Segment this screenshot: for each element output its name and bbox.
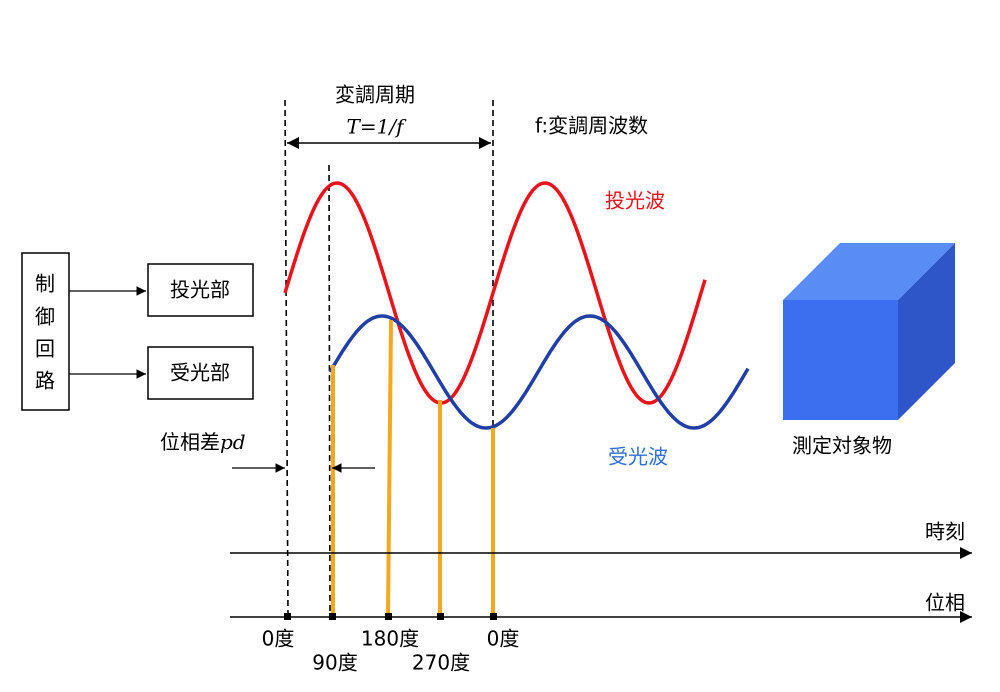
control-box (21, 252, 70, 411)
target-cube (783, 243, 955, 420)
emitted-wave (283, 181, 707, 405)
phase-tick-label: 180度 (361, 627, 419, 651)
control-char: 路 (35, 369, 55, 393)
phase-diff-label: 位相差pd (160, 430, 246, 454)
phase-tick-label: 0度 (262, 627, 295, 651)
phase-lines (331, 319, 495, 616)
phase-axis-label: 位相 (925, 591, 965, 615)
phase-ticks (284, 613, 497, 620)
received-wave (328, 314, 750, 430)
time-axis-label: 時刻 (925, 520, 965, 544)
control-char: 回 (35, 337, 55, 361)
emitter-label: 投光部 (170, 278, 230, 302)
frequency-label: f:変調周波数 (535, 114, 648, 138)
emitted-label: 投光波 (605, 189, 665, 213)
phase-tick-label: 270度 (412, 651, 470, 675)
phase-tick-label: 0度 (487, 627, 520, 651)
phase-diff-text: 位相差 (160, 430, 220, 454)
phase-diff-symbol: pd (220, 430, 246, 454)
control-char: 御 (35, 305, 55, 329)
target-label: 測定対象物 (792, 434, 892, 458)
control-char: 制 (35, 272, 55, 296)
period-formula: T=1/f (347, 115, 408, 139)
received-label: 受光波 (608, 445, 668, 469)
emitter-box (147, 263, 254, 317)
receiver-label: 受光部 (170, 361, 230, 385)
phase-tick-label: 90度 (312, 651, 357, 675)
receiver-box (147, 346, 254, 400)
period-label: 変調周期 (335, 83, 415, 107)
dashed-guides (284, 99, 494, 616)
